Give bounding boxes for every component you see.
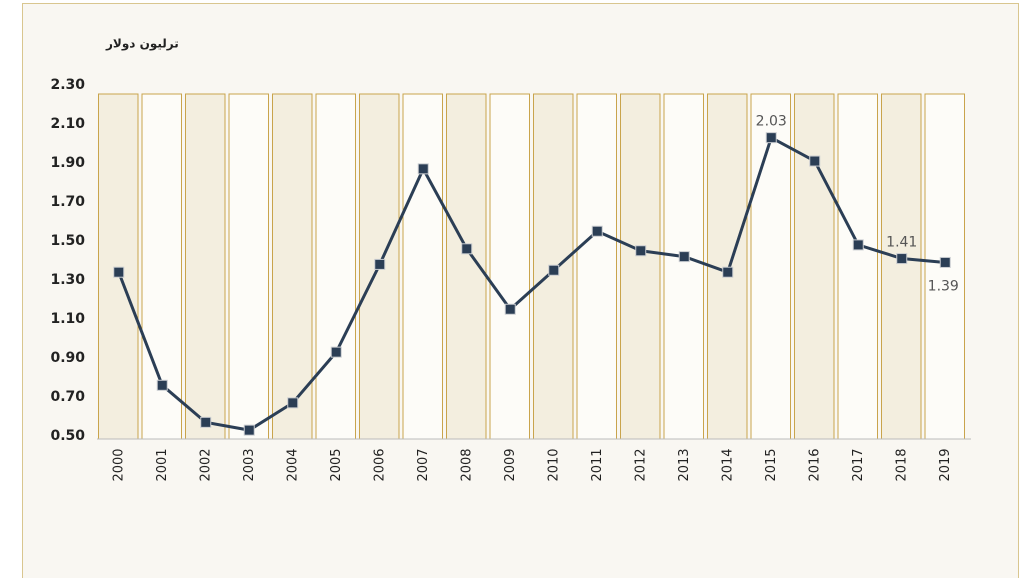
column-band <box>663 93 704 440</box>
point <box>809 155 821 167</box>
column-band <box>185 93 226 440</box>
point <box>852 239 864 251</box>
point <box>765 132 777 144</box>
y-tick-label: 1.30 <box>50 272 85 288</box>
y-tick-label: 2.10 <box>50 116 85 132</box>
point <box>504 303 516 315</box>
value-label: 1.41 <box>886 235 917 251</box>
point <box>678 251 690 263</box>
x-tick-label: 2013 <box>677 448 692 481</box>
column-band <box>98 93 139 440</box>
x-tick-label: 2009 <box>503 448 518 481</box>
y-tick-label: 1.90 <box>50 155 85 171</box>
y-tick-label: 1.70 <box>50 194 85 210</box>
point <box>896 253 908 265</box>
point <box>200 416 212 428</box>
point <box>156 379 168 391</box>
y-tick-label: 2.30 <box>50 77 85 93</box>
point <box>635 245 647 257</box>
column-band <box>794 93 835 440</box>
x-tick-label: 2018 <box>894 448 909 481</box>
column-band <box>489 93 530 440</box>
point <box>374 258 386 270</box>
column-band <box>315 93 356 440</box>
y-tick-label: 1.10 <box>50 311 85 327</box>
point <box>939 256 951 268</box>
point <box>591 225 603 237</box>
x-tick-label: 2006 <box>372 448 387 481</box>
point <box>287 397 299 409</box>
column-band <box>620 93 661 440</box>
point <box>330 346 342 358</box>
x-tick-label: 2005 <box>329 448 344 481</box>
value-label: 2.03 <box>756 114 787 130</box>
x-tick-label: 2011 <box>590 448 605 481</box>
x-tick-label: 2008 <box>459 448 474 481</box>
x-tick-label: 2014 <box>720 448 735 481</box>
line <box>117 135 946 432</box>
point <box>243 424 255 436</box>
x-tick-label: 2002 <box>198 448 213 481</box>
y-axis-label: ترليون دولار <box>105 37 179 52</box>
column-band <box>402 93 443 440</box>
x-tick-label: 2015 <box>764 448 779 481</box>
x-tick-label: 2010 <box>546 448 561 481</box>
x-tick-label: 2001 <box>155 448 170 481</box>
x-tick-label: 2019 <box>938 448 953 481</box>
x-tick-label: 2004 <box>285 448 300 481</box>
x-tick-label: 2003 <box>242 448 257 481</box>
point <box>461 243 473 255</box>
column-band <box>576 93 617 440</box>
x-tick-label: 2000 <box>111 448 126 481</box>
point <box>113 266 125 278</box>
point <box>417 163 429 175</box>
y-tick-label: 1.50 <box>50 233 85 249</box>
y-tick-label: 0.90 <box>50 350 85 366</box>
x-tick-label: 2016 <box>807 448 822 481</box>
x-tick-label: 2012 <box>633 448 648 481</box>
x-tick-label: 2007 <box>416 448 431 481</box>
column-band <box>837 93 878 440</box>
column-band <box>881 93 922 440</box>
value-label: 1.39 <box>928 278 959 294</box>
y-tick-label: 0.50 <box>50 428 85 444</box>
y-tick-label: 0.70 <box>50 389 85 405</box>
point <box>548 264 560 276</box>
point <box>722 266 734 278</box>
column-band <box>228 93 269 440</box>
column-band <box>750 93 791 440</box>
x-tick-label: 2017 <box>851 448 866 481</box>
